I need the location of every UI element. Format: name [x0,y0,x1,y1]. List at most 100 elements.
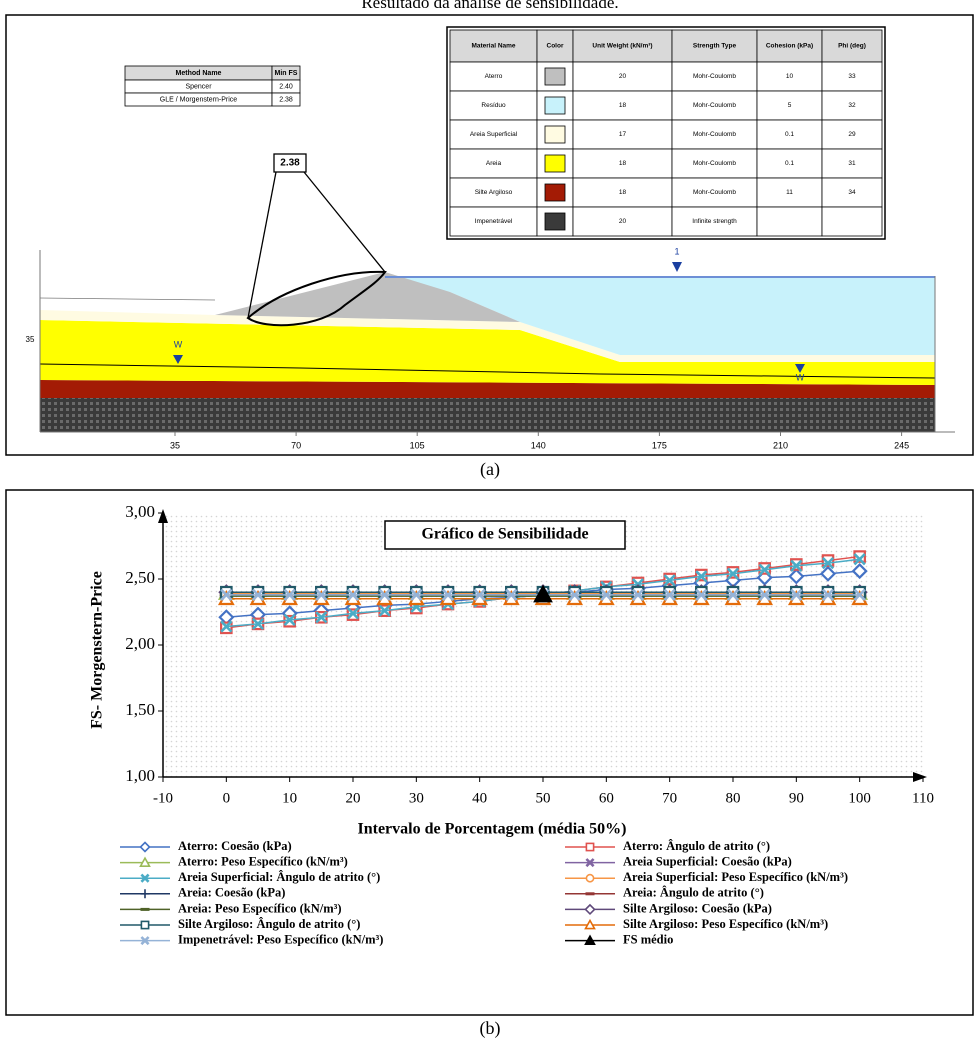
table-cell [572,206,673,237]
layer-silte [40,380,935,398]
fs-label: 2.38 [280,158,300,169]
water-label: 1 [674,246,679,256]
radius-line [303,171,386,273]
x-tick-label: 140 [531,440,546,450]
marker [220,620,233,633]
plot-area [163,513,923,777]
layer-residuo [385,276,935,355]
y-tick-label: 35 [26,335,35,344]
table-header: Color [547,43,564,50]
table-cell-text: Impenetrável [475,218,513,225]
marker [315,611,328,624]
x-tick-label: 90 [789,790,804,806]
panel-a: 2.38 Method Name Min FS Spencer 2.40 GLE / M… [5,14,974,456]
table-cell [572,61,673,92]
legend-label: Areia Superficial: Ângulo de atrito (°) [178,870,380,884]
marker [853,553,866,566]
layer-aterro [215,272,520,322]
legend-label: Areia Superficial: Peso Específico (kN/m… [623,870,848,884]
legend-label: Areia: Ângulo de atrito (°) [623,886,764,900]
marker [533,584,553,603]
table-cell [572,119,673,150]
marker [378,604,391,617]
table-cell [821,177,883,208]
water-label: W [796,372,805,382]
marker [726,567,740,580]
marker [695,570,708,583]
marker [853,588,866,601]
legend-marker [584,934,596,946]
x-tick-label: 210 [773,440,788,450]
table-cell [821,206,883,237]
table-cell-text: Mohr-Coulomb [693,189,736,196]
table-cell-text: 32 [848,102,856,109]
marker [410,588,423,601]
table-header: Min FS [275,70,298,77]
table-cell-text: 11 [786,189,793,196]
layer-impenetravel [40,398,935,432]
fs-box [273,153,307,173]
legend-label: Silte Argiloso: Peso Específico (kN/m³) [623,917,828,931]
table-cell-text: Mohr-Coulomb [693,102,736,109]
color-swatch [544,183,566,202]
table-cell-text: Spencer [185,83,212,90]
x-tick-label: 175 [652,440,667,450]
table-cell-text: 0.1 [785,160,794,167]
table-cell-text: 18 [619,160,627,167]
table-cell [756,148,823,179]
x-tick-label: 50 [536,790,551,806]
x-tick-label: 105 [410,440,425,450]
table-header-cell [536,29,574,63]
water-marker [173,355,183,364]
water-label: W [174,339,183,349]
x-tick-label: 40 [472,790,487,806]
marker [283,588,296,601]
table-header: Cohesion (kPa) [766,43,813,50]
table-cell-text: 5 [788,102,792,109]
table-header-cell [671,29,758,63]
table-cell [671,61,758,92]
table-cell-text: 2.38 [279,96,293,103]
table-cell [572,148,673,179]
table-cell [756,177,823,208]
table-cell-text: 34 [848,189,856,196]
x-axis-arrow [913,772,927,782]
table-cell [756,206,823,237]
table-cell-text: Areia [486,160,502,167]
marker [631,588,645,601]
table-cell-text: GLE / Morgenstern-Price [160,96,238,103]
table-cell-text: Mohr-Coulomb [693,73,736,80]
color-swatch [544,212,566,231]
table-cell [671,90,758,121]
table-header: Phi (deg) [838,43,866,50]
y-tick-label: 2,50 [125,568,155,587]
table-cell-text: Aterro [485,73,503,80]
marker [790,559,803,572]
table-cell-text: 0.1 [785,131,794,138]
x-tick-label: 10 [282,790,297,806]
legend-marker [584,903,596,916]
table-cell-text: 18 [619,102,627,109]
layer-areia [40,320,935,385]
table-cell [821,61,883,92]
legend-marker [585,858,595,868]
x-tick-label: 70 [291,440,301,450]
y-tick-label: 1,50 [125,700,155,719]
color-swatch [544,67,566,86]
table-cell-text: 17 [619,131,627,138]
marker [283,613,296,627]
y-tick-label: 1,00 [125,766,155,785]
x-tick-label: 110 [912,790,934,806]
table-cell-text: Infinite strength [692,218,737,225]
slip-surface [246,270,387,327]
marker [821,554,835,567]
marker [853,550,866,563]
table-header-cell [821,29,883,63]
chart: 1,00 1,50 2,00 2,50 3,00 -10 0 10 20 30 40 50 60 70 80… [89,502,934,947]
table-cell [449,119,538,150]
table-cell [572,90,673,121]
radius-line [247,171,277,319]
marker [505,588,518,601]
x-tick-label: 245 [894,440,909,450]
